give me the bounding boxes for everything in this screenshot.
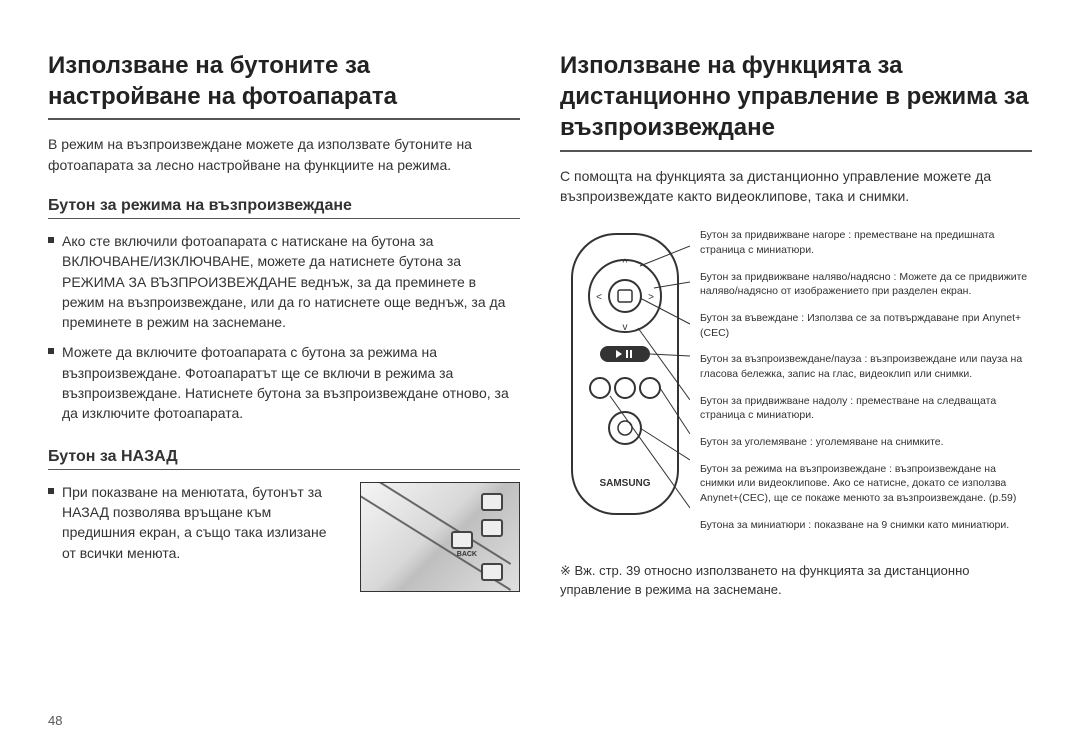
right-title: Използване на функцията за дистанционно … [560,50,1032,152]
section2-heading: Бутон за НАЗАД [48,448,520,470]
right-column: Използване на функцията за дистанционно … [560,50,1032,599]
svg-text:^: ^ [623,258,628,269]
back-button-illustration: BACK [360,482,520,592]
callout-item: Бутон за придвижване надолу : преместван… [700,394,1032,423]
section1-heading: Бутон за режима на възпроизвеждане [48,197,520,219]
section2-text: При показване на менютата, бутонът за НА… [48,482,344,563]
brand-label: SAMSUNG [599,478,650,489]
callout-item: Бутон за режима на възпроизвеждане : въз… [700,462,1032,506]
back-label: BACK [457,551,477,558]
callout-item: Бутона за миниатюри : показване на 9 сни… [700,518,1032,533]
right-intro: С помощта на функцията за дистанционно у… [560,166,1032,207]
callout-item: Бутон за уголемяване : уголемяване на сн… [700,435,1032,450]
left-column: Използване на бутоните за настройване на… [48,50,520,599]
callout-item: Бутон за придвижване нагоре : преместван… [700,228,1032,257]
list-item: Ако сте включили фотоапарата с натискане… [48,231,520,332]
footnote: ※ Вж. стр. 39 относно използването на фу… [560,562,1032,598]
left-title: Използване на бутоните за настройване на… [48,50,520,120]
page-number: 48 [48,713,62,728]
callout-list: Бутон за придвижване нагоре : преместван… [700,228,1032,544]
callout-item: Бутон за въвеждане : Използва се за потв… [700,311,1032,340]
list-item: Можете да включите фотоапарата с бутона … [48,342,520,423]
svg-text:v: v [623,322,628,333]
svg-text:>: > [648,292,654,303]
section1-list: Ако сте включили фотоапарата с натискане… [48,231,520,424]
remote-illustration: ^ < > v [560,228,690,533]
callout-item: Бутон за възпроизвеждане/пауза : възпрои… [700,352,1032,381]
svg-text:<: < [596,292,602,303]
left-intro: В режим на възпроизвеждане можете да изп… [48,134,520,175]
callout-item: Бутон за придвижване наляво/надясно : Мо… [700,270,1032,299]
